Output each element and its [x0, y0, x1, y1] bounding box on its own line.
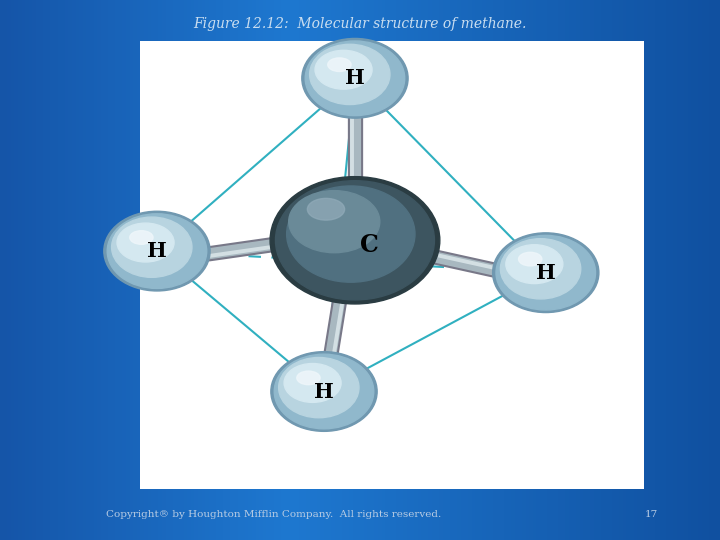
Ellipse shape	[302, 38, 408, 118]
Ellipse shape	[500, 239, 581, 299]
Text: Copyright® by Houghton Mifflin Company.  All rights reserved.: Copyright® by Houghton Mifflin Company. …	[106, 510, 441, 518]
Ellipse shape	[506, 245, 563, 284]
Ellipse shape	[307, 198, 345, 220]
Ellipse shape	[279, 357, 359, 418]
Ellipse shape	[107, 214, 207, 288]
Ellipse shape	[117, 223, 174, 262]
Text: 17: 17	[645, 510, 658, 518]
Text: H: H	[536, 262, 556, 283]
Text: H: H	[345, 68, 365, 89]
Ellipse shape	[104, 211, 210, 291]
Ellipse shape	[271, 352, 377, 431]
Ellipse shape	[315, 50, 372, 89]
Text: C: C	[361, 233, 379, 257]
Ellipse shape	[496, 235, 595, 310]
Ellipse shape	[492, 233, 599, 313]
Ellipse shape	[297, 371, 320, 384]
Ellipse shape	[274, 354, 374, 429]
Ellipse shape	[310, 44, 390, 105]
Text: H: H	[314, 381, 334, 402]
FancyBboxPatch shape	[140, 40, 644, 489]
Ellipse shape	[276, 181, 434, 300]
Ellipse shape	[112, 217, 192, 278]
Ellipse shape	[130, 231, 153, 244]
Ellipse shape	[305, 41, 405, 116]
Ellipse shape	[270, 177, 440, 304]
Text: Figure 12.12:  Molecular structure of methane.: Figure 12.12: Molecular structure of met…	[193, 17, 527, 31]
Ellipse shape	[518, 252, 542, 266]
Ellipse shape	[289, 191, 380, 253]
Ellipse shape	[287, 186, 415, 282]
Ellipse shape	[284, 363, 341, 402]
Ellipse shape	[328, 58, 351, 71]
Text: H: H	[147, 241, 167, 261]
